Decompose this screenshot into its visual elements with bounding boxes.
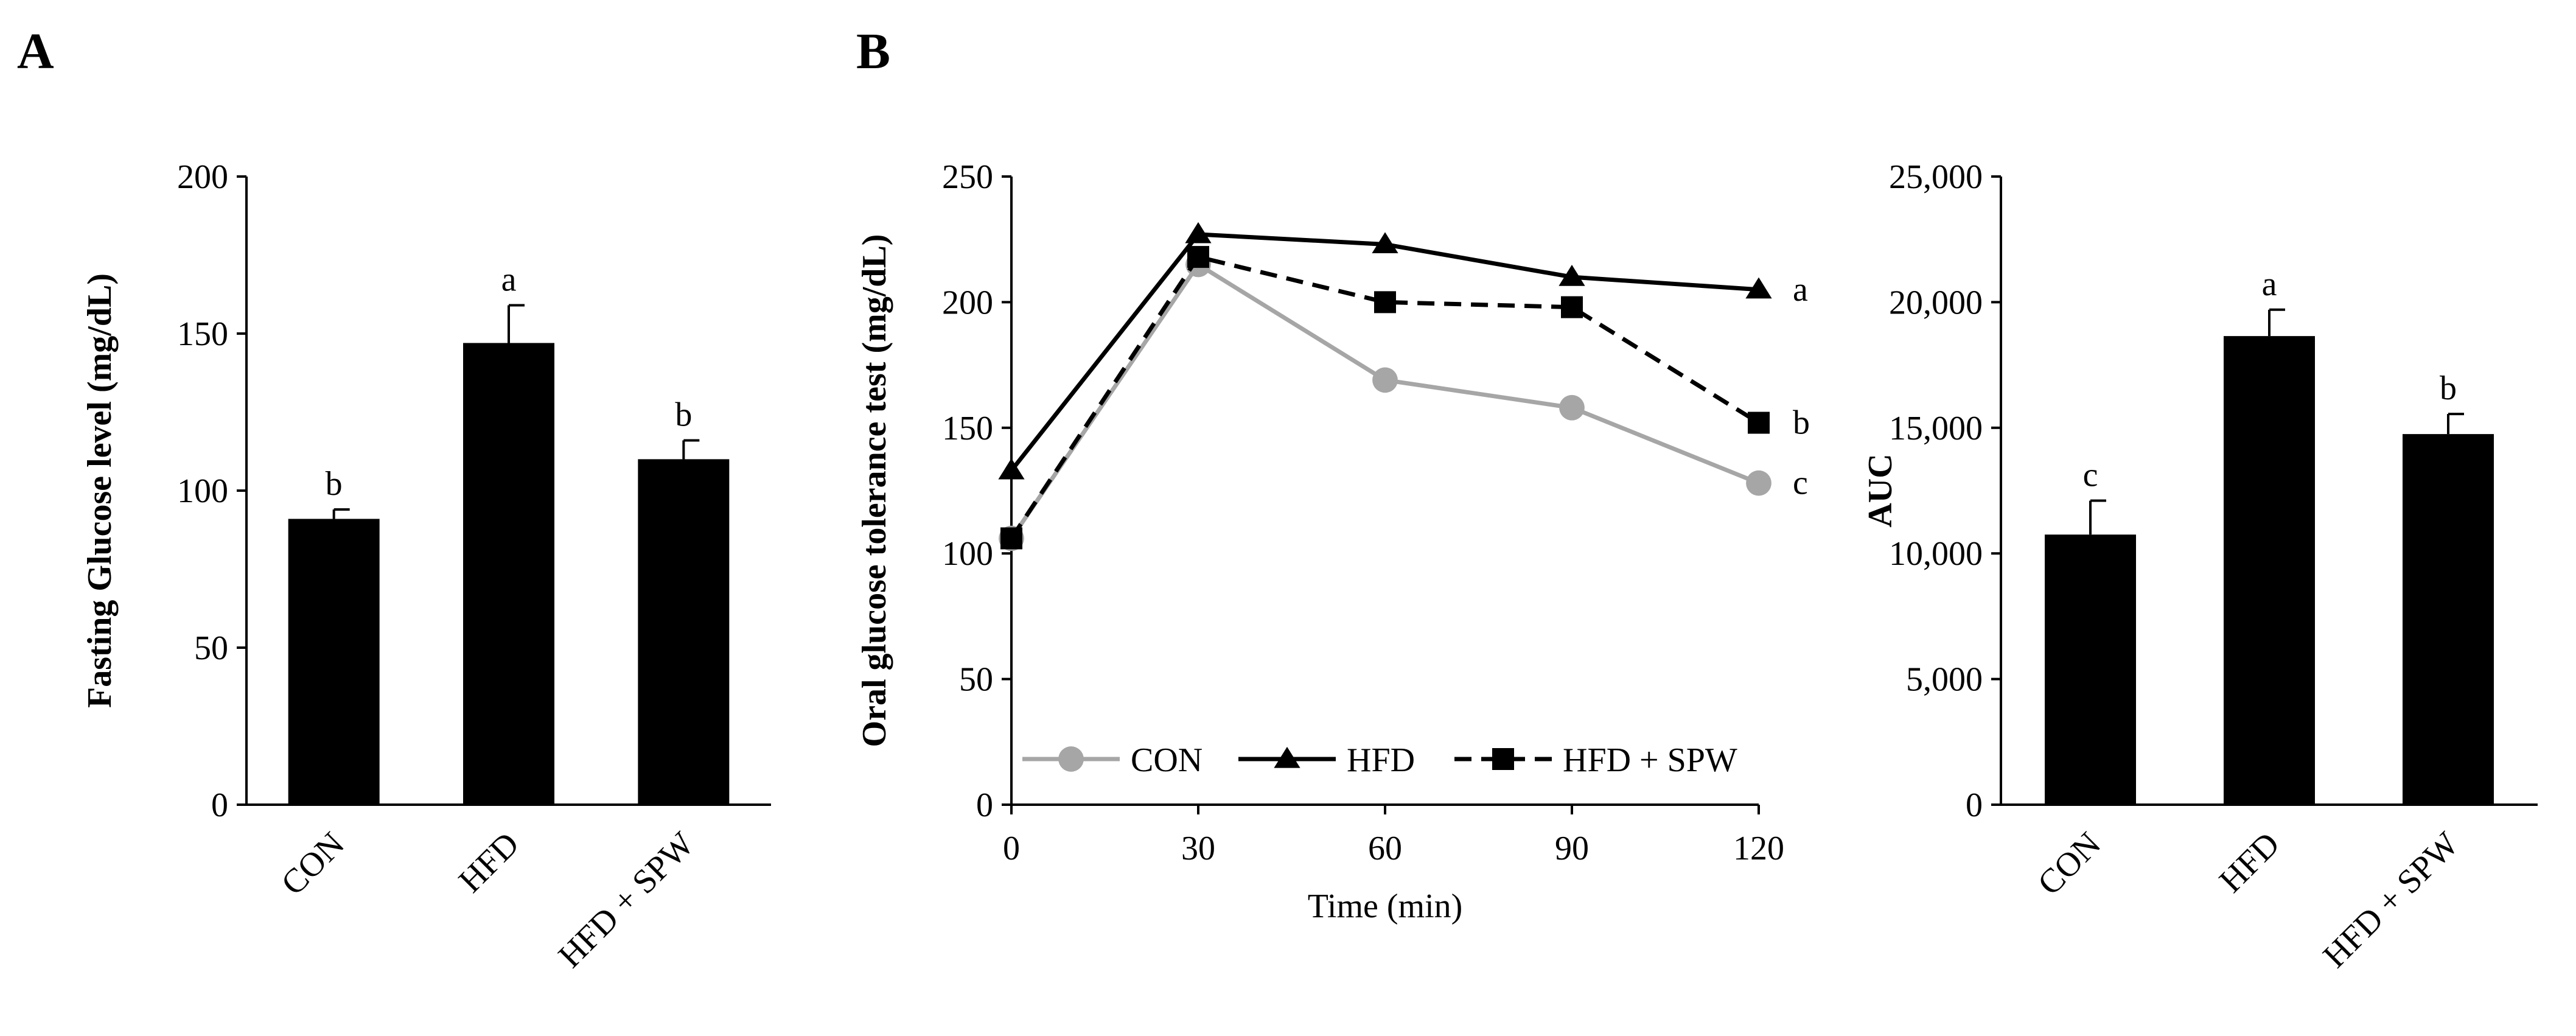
bar-hfd-spw: [638, 459, 730, 805]
bar-con: [2045, 534, 2136, 805]
x-axis-title: Time (min): [1308, 887, 1463, 925]
bar-hfd: [2224, 336, 2315, 805]
x-tick-label: 90: [1555, 830, 1589, 867]
y-axis-title: Fasting Glucose level (mg/dL): [81, 273, 119, 708]
x-tick-label: 120: [1733, 830, 1784, 867]
y-tick-label: 25,000: [1889, 158, 1983, 196]
significance-letter-hfd-spw: b: [1793, 404, 1810, 442]
x-tick-label: 0: [1003, 830, 1020, 867]
data-point-hfd: [998, 458, 1025, 480]
y-tick-label: 250: [942, 158, 993, 196]
legend-label-hfd-spw: HFD + SPW: [1563, 741, 1737, 779]
legend-marker-hfd-spw: [1492, 748, 1514, 770]
y-tick-label: 0: [1966, 786, 1983, 824]
y-tick-label: 0: [211, 786, 228, 824]
legend-label-con: CON: [1131, 741, 1202, 779]
y-axis-title: AUC: [1862, 453, 1899, 527]
y-tick-label: 150: [942, 410, 993, 447]
data-point-con: [1372, 367, 1398, 393]
significance-letter-hfd-spw: b: [2440, 369, 2457, 407]
legend: CON HFD HFD + SPW: [1022, 741, 1737, 779]
legend-label-hfd: HFD: [1347, 741, 1415, 779]
y-tick-label: 50: [194, 629, 228, 667]
y-axis-title: Oral glucose tolerance test (mg/dL): [856, 234, 893, 747]
significance-letter-hfd: a: [501, 261, 517, 299]
y-tick-label: 0: [976, 786, 993, 824]
data-point-hfd: [1372, 232, 1398, 254]
y-tick-label: 15,000: [1889, 410, 1983, 447]
significance-letter-hfd: a: [1793, 271, 1808, 309]
y-tick-label: 5,000: [1906, 661, 1983, 699]
significance-letter-hfd-spw: b: [675, 396, 692, 433]
data-point-hfd-spw: [1748, 411, 1770, 434]
x-category-label: HFD: [452, 825, 526, 900]
y-tick-label: 150: [177, 315, 228, 353]
data-point-hfd-spw: [1561, 296, 1583, 318]
panel-letter: B: [856, 23, 890, 80]
bar-con: [288, 519, 380, 805]
panel-b-ogtt: B 0 50 100 150 200 250 0 30 60 90 120 Oral glucose t…: [856, 23, 1810, 925]
legend-marker-con: [1058, 746, 1084, 772]
significance-letter-con: b: [326, 465, 343, 503]
x-category-label: HFD: [2212, 825, 2287, 900]
y-tick-label: 100: [177, 472, 228, 510]
x-tick-label: 60: [1368, 830, 1402, 867]
x-tick-label: 30: [1181, 830, 1215, 867]
data-point-hfd-spw: [1374, 291, 1396, 313]
significance-letter-hfd: a: [2262, 265, 2277, 303]
y-tick-label: 100: [942, 535, 993, 573]
panel-letter: A: [17, 23, 54, 80]
data-point-hfd: [1745, 277, 1772, 299]
data-point-hfd: [1185, 222, 1212, 243]
bar-hfd-spw: [2403, 434, 2494, 805]
significance-letter-con: c: [2083, 457, 2098, 494]
y-tick-label: 20,000: [1889, 284, 1983, 321]
y-tick-label: 10,000: [1889, 535, 1983, 573]
panel-c-auc: 0 5,000 10,000 15,000 20,000 25,000 AUC c CON a HF…: [1862, 158, 2538, 975]
bar-hfd: [463, 343, 554, 805]
y-tick-label: 200: [942, 284, 993, 321]
y-tick-label: 50: [959, 661, 993, 699]
x-category-label: CON: [2031, 825, 2108, 902]
data-point-con: [1746, 470, 1771, 496]
x-category-label: CON: [274, 825, 351, 902]
data-point-con: [1559, 394, 1585, 421]
series-hfd-spw: [1000, 246, 1770, 550]
x-category-label: HFD + SPW: [2316, 825, 2466, 975]
x-category-label: HFD + SPW: [551, 825, 702, 975]
y-tick-label: 200: [177, 158, 228, 196]
series-line-hfd-spw: [1010, 254, 1760, 540]
data-point-hfd-spw: [1187, 246, 1209, 268]
legend-marker-hfd: [1274, 746, 1300, 768]
data-point-hfd-spw: [1000, 527, 1022, 550]
significance-letter-con: c: [1793, 464, 1808, 502]
panel-a-fasting-glucose: A 0 50 100 150 200 Fasting Glucose level (mg/d…: [17, 23, 771, 975]
series-hfd: [998, 222, 1772, 480]
data-point-hfd: [1559, 265, 1585, 286]
